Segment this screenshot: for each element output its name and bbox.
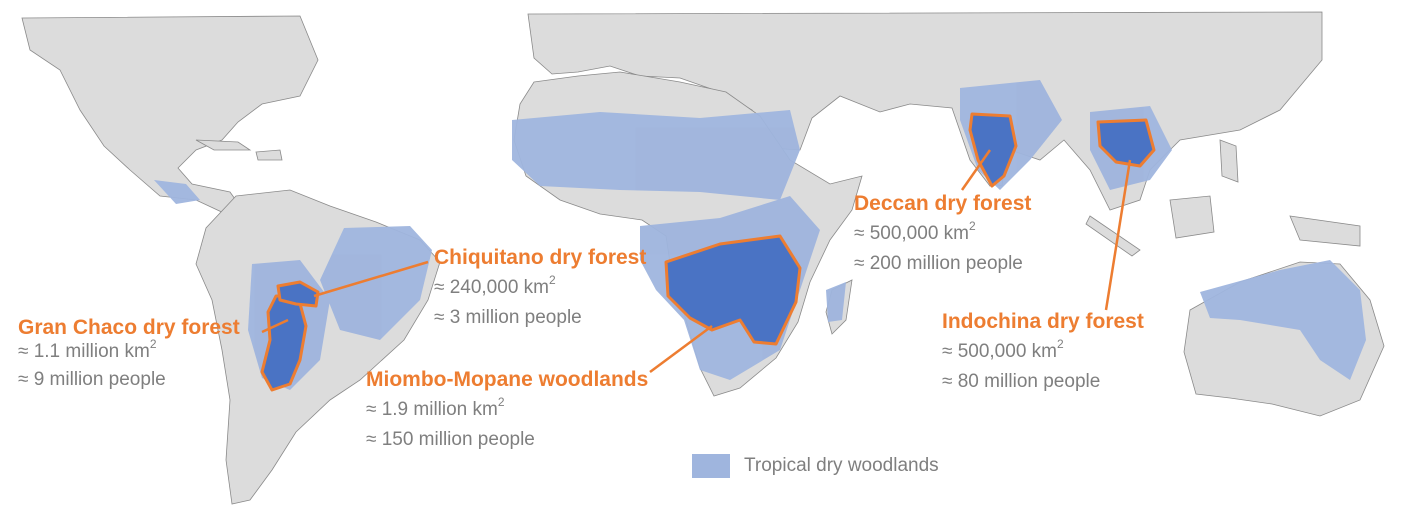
chiquitano-area: ≈ 240,000 km2 [434, 272, 556, 298]
deccan-label: Deccan dry forest ≈ 500,000 km2 ≈ 200 mi… [854, 192, 1031, 276]
leader-lines [261, 149, 1132, 374]
hispaniola [255, 149, 283, 161]
indochina-name: Indochina dry forest [942, 310, 1144, 333]
highlight-regions [260, 112, 1156, 392]
indochina-area: ≈ 500,000 km2 [942, 336, 1064, 362]
miombo-leader [649, 324, 713, 374]
chiquitano-name: Chiquitano dry forest [434, 246, 647, 269]
miombo-region [664, 234, 802, 346]
miombo-mopane-area: ≈ 1.9 million km2 [366, 394, 505, 420]
legend-label: Tropical dry woodlands [744, 455, 939, 476]
miombo-mopane-population: ≈ 150 million people [366, 429, 535, 450]
miombo-mopane-name: Miombo-Mopane woodlands [366, 368, 649, 391]
new-guinea [1289, 215, 1361, 247]
deccan-name: Deccan dry forest [854, 192, 1032, 215]
miombo-mopane-label: Miombo-Mopane woodlands ≈ 1.9 million km… [366, 368, 648, 452]
chiquitano-population: ≈ 3 million people [434, 307, 582, 328]
chiquitano-label: Chiquitano dry forest ≈ 240,000 km2 ≈ 3 … [434, 246, 646, 330]
map-legend: Tropical dry woodlands [692, 454, 939, 478]
indochina-population: ≈ 80 million people [942, 371, 1101, 392]
cuba [195, 139, 252, 151]
deccan-region [968, 112, 1018, 188]
gran-chaco-label: Gran Chaco dry forest ≈ 1.1 million km2 … [18, 316, 240, 392]
dry-woodlands-swatch [692, 454, 730, 478]
north-america [21, 15, 319, 215]
gran-chaco-population: ≈ 9 million people [18, 369, 166, 390]
borneo [1169, 195, 1215, 239]
indochina-leader [1104, 159, 1132, 311]
deccan-population: ≈ 200 million people [854, 253, 1023, 274]
gran-chaco-name: Gran Chaco dry forest [18, 316, 240, 339]
sumatra [1085, 215, 1141, 257]
chiquitano-leader [313, 260, 429, 298]
chiquitano-region [276, 280, 320, 308]
deccan-leader [960, 149, 992, 191]
deccan-area: ≈ 500,000 km2 [854, 218, 976, 244]
gran-chaco-area: ≈ 1.1 million km2 [18, 336, 157, 362]
gran-chaco-region [260, 294, 308, 392]
indochina-label: Indochina dry forest ≈ 500,000 km2 ≈ 80 … [942, 310, 1144, 394]
indochina-region [1096, 118, 1156, 168]
gran-chaco-leader [261, 318, 289, 334]
philippines [1219, 139, 1239, 183]
